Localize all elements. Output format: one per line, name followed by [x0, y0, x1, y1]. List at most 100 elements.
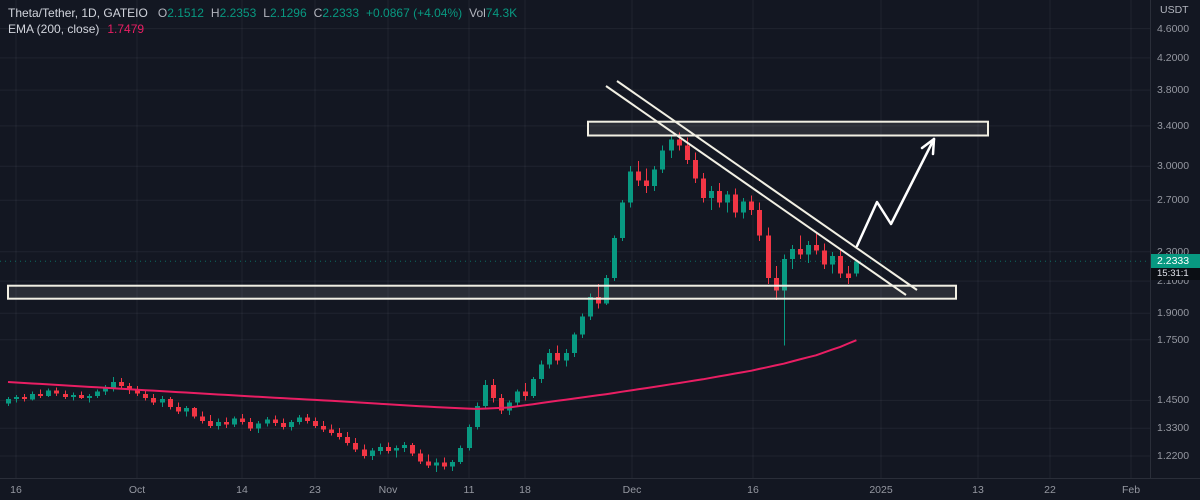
- candle: [644, 168, 649, 194]
- price-axis[interactable]: USDT 4.6000 4.2000 3.8000 3.4000 3.0000 2.700…: [1150, 0, 1200, 478]
- indicator-value: 1.7479: [107, 22, 145, 36]
- candle: [741, 197, 746, 219]
- time-axis-label: 2025: [869, 484, 893, 496]
- candle: [854, 261, 859, 277]
- candle: [701, 172, 706, 203]
- candle: [636, 160, 641, 187]
- candle: [531, 376, 536, 399]
- candle: [378, 443, 383, 455]
- time-axis-label: Feb: [1121, 484, 1141, 496]
- candle: [151, 393, 156, 405]
- candle: [321, 421, 326, 432]
- candle: [782, 254, 787, 346]
- time-axis[interactable]: 16 Oct 14 23 Nov 11 18 Dec 16 2025 13 22 Feb: [0, 478, 1200, 500]
- price-axis-label: 3.4000: [1157, 120, 1190, 132]
- candle: [790, 244, 795, 270]
- candle: [757, 202, 762, 241]
- time-axis-label: 13: [972, 484, 984, 496]
- descending-trendline[interactable]: [605, 85, 907, 296]
- candle: [717, 182, 722, 208]
- chart-canvas[interactable]: [0, 0, 1150, 478]
- time-axis-label: 16: [10, 484, 22, 496]
- indicator-row: EMA (200, close) 1.7479: [8, 22, 524, 37]
- ohlc-open: O2.1512: [157, 6, 204, 20]
- candle: [265, 416, 270, 427]
- candle: [30, 391, 35, 401]
- candle: [168, 397, 173, 410]
- legend: Theta/Tether, 1D, GATEIO O2.1512 H2.2353 L2…: [8, 6, 524, 37]
- price-axis-label: 4.6000: [1157, 23, 1190, 35]
- candles-layer: [6, 132, 859, 473]
- candle: [337, 428, 342, 440]
- price-axis-label: 1.3300: [1157, 422, 1190, 434]
- time-axis-label: 22: [1044, 484, 1056, 496]
- symbol-title[interactable]: Theta/Tether, 1D, GATEIO: [8, 6, 148, 20]
- candle: [63, 390, 68, 400]
- candle: [281, 418, 286, 430]
- time-axis-label: 14: [236, 484, 248, 496]
- candle: [539, 360, 544, 384]
- candle: [749, 195, 754, 215]
- price-change: +0.0867 (+4.04%): [366, 6, 463, 20]
- candle: [838, 250, 843, 278]
- candle: [103, 385, 108, 395]
- price-axis-label: 1.9000: [1157, 307, 1190, 319]
- candle: [160, 395, 165, 408]
- candle: [709, 186, 714, 210]
- candle: [628, 166, 633, 208]
- candle: [394, 445, 399, 458]
- candle: [572, 332, 577, 357]
- candle: [289, 419, 294, 431]
- candle: [386, 442, 391, 454]
- candle: [555, 345, 560, 365]
- indicator-name[interactable]: EMA (200, close): [8, 22, 100, 36]
- candle: [176, 402, 181, 414]
- time-axis-label: Oct: [128, 484, 146, 496]
- candle: [192, 407, 197, 419]
- candle: [143, 389, 148, 401]
- candle: [774, 266, 779, 300]
- candle: [766, 227, 771, 285]
- candle: [564, 349, 569, 367]
- candle: [475, 402, 480, 430]
- candle: [620, 200, 625, 241]
- price-axis-currency: USDT: [1160, 4, 1189, 16]
- resistance-zone-box[interactable]: [587, 120, 989, 137]
- time-axis-label: Nov: [378, 484, 398, 496]
- time-axis-label: Dec: [622, 484, 642, 496]
- candle: [822, 243, 827, 270]
- candle: [79, 391, 84, 400]
- candle: [305, 414, 310, 424]
- candle: [46, 388, 51, 397]
- breakout-arrow-head: [920, 137, 936, 156]
- candle: [353, 438, 358, 452]
- descending-trendline[interactable]: [616, 80, 918, 291]
- chart-pane[interactable]: Theta/Tether, 1D, GATEIO O2.1512 H2.2353 L2…: [0, 0, 1150, 478]
- candle: [273, 415, 278, 426]
- price-axis-label: 4.2000: [1157, 52, 1190, 64]
- candle: [362, 444, 367, 459]
- ema-line[interactable]: [7, 339, 857, 410]
- support-zone-box[interactable]: [7, 284, 957, 300]
- symbol-row: Theta/Tether, 1D, GATEIO O2.1512 H2.2353 L2…: [8, 6, 524, 21]
- candle: [87, 393, 92, 403]
- last-price-value: 2.2333: [1151, 254, 1200, 268]
- candle: [483, 379, 488, 410]
- candle: [216, 418, 221, 430]
- breakout-arrow[interactable]: [855, 137, 936, 248]
- candle: [434, 458, 439, 473]
- candle: [693, 152, 698, 183]
- candle: [54, 387, 59, 396]
- candle: [467, 424, 472, 451]
- candle: [402, 441, 407, 452]
- candle: [450, 460, 455, 471]
- candle: [733, 188, 738, 218]
- candle: [846, 266, 851, 285]
- candle: [806, 240, 811, 264]
- candle: [458, 445, 463, 464]
- price-axis-label: 1.2200: [1157, 450, 1190, 462]
- candle: [248, 418, 253, 432]
- candle: [725, 190, 730, 213]
- candle: [669, 134, 674, 158]
